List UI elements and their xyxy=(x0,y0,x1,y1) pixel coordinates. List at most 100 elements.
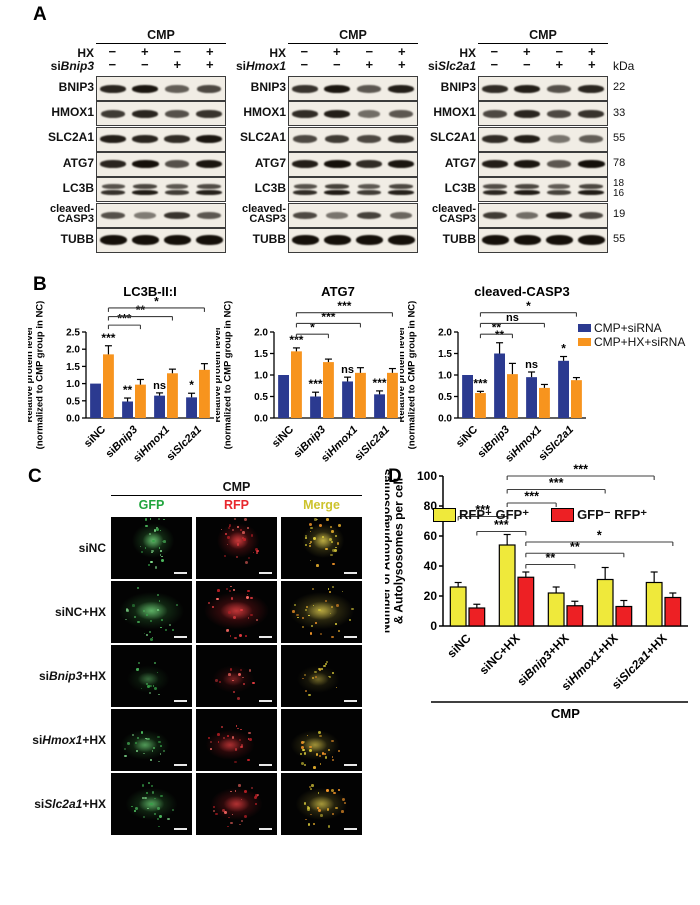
blot-lane xyxy=(289,102,321,125)
fluorescent-punctum xyxy=(243,518,247,522)
blot-lane xyxy=(321,153,353,176)
yellow-swatch-icon xyxy=(433,508,456,522)
fluorescent-punctum xyxy=(293,603,297,607)
microscopy-image xyxy=(196,773,277,835)
panel-c-group-header: CMP xyxy=(111,480,362,496)
blot-row-label: BNIP3 xyxy=(440,79,476,94)
blot-band xyxy=(388,135,414,144)
blot-lane xyxy=(385,77,417,100)
fluorescent-punctum xyxy=(309,540,313,544)
blot-band xyxy=(324,135,350,144)
svg-text:60: 60 xyxy=(424,529,438,543)
blot-lane xyxy=(289,229,321,252)
blot-band xyxy=(101,211,125,219)
blot-lane xyxy=(479,178,511,201)
blot-row-label: LC3B xyxy=(444,180,476,195)
microscopy-image xyxy=(196,645,277,707)
fluorescent-punctum xyxy=(127,742,131,746)
fluorescent-punctum xyxy=(156,817,160,821)
sign: + xyxy=(522,44,531,59)
fluorescent-punctum xyxy=(308,544,311,548)
kda-label: 18 16 xyxy=(613,178,625,199)
fluorescent-punctum xyxy=(235,748,238,751)
blot-band xyxy=(292,190,318,196)
blot-box xyxy=(288,151,418,177)
fluorescent-punctum xyxy=(331,739,334,742)
blot-lane xyxy=(575,204,607,227)
blot-band xyxy=(131,84,159,93)
fluorescent-punctum xyxy=(307,805,309,808)
fluorescent-punctum xyxy=(318,668,322,671)
sirna-signs-row: − − + + xyxy=(288,57,418,72)
fluorescent-punctum xyxy=(243,538,246,541)
fluorescent-punctum xyxy=(317,791,320,794)
blot-band xyxy=(481,160,509,169)
fluorescent-punctum xyxy=(240,608,243,612)
svg-text:siSlc2a1: siSlc2a1 xyxy=(536,424,576,464)
fluorescent-punctum xyxy=(208,737,210,739)
blot-band xyxy=(356,211,382,219)
fluorescent-punctum xyxy=(237,727,240,730)
scale-bar-icon xyxy=(259,828,272,830)
scale-bar-icon xyxy=(259,700,272,702)
blot-band xyxy=(387,84,415,93)
fluorescent-punctum xyxy=(302,748,305,752)
blot-lane xyxy=(97,77,129,100)
fluorescent-punctum xyxy=(332,563,335,566)
fluorescent-punctum xyxy=(336,604,339,607)
blot-band xyxy=(482,84,508,93)
fluorescent-punctum xyxy=(304,802,307,805)
fluorescent-punctum xyxy=(238,739,241,742)
blot-lane xyxy=(321,204,353,227)
blot-band xyxy=(323,109,351,118)
fluorescent-punctum xyxy=(333,792,336,795)
blot-band xyxy=(482,190,508,196)
fluorescent-punctum xyxy=(229,668,233,671)
fluorescent-punctum xyxy=(312,766,316,769)
blot-lane xyxy=(129,178,161,201)
blot-band xyxy=(323,84,351,93)
svg-text:1.5: 1.5 xyxy=(254,349,268,360)
blot-lane xyxy=(511,128,543,151)
fluorescent-punctum xyxy=(309,748,313,752)
fluorescent-punctum xyxy=(137,586,139,589)
blot-lane xyxy=(479,204,511,227)
blot-band xyxy=(513,235,541,246)
sign: − xyxy=(300,44,309,59)
fluorescent-punctum xyxy=(240,745,243,749)
fluorescent-punctum xyxy=(159,815,162,818)
blot-lane xyxy=(543,128,575,151)
fluorescent-punctum xyxy=(300,745,304,749)
blot-lane xyxy=(193,102,225,125)
hx-row-label: HX xyxy=(459,46,476,60)
sign: − xyxy=(490,57,499,72)
blot-lane xyxy=(385,128,417,151)
fluorescent-punctum xyxy=(152,685,155,688)
blot-band xyxy=(100,190,126,196)
svg-text:***: *** xyxy=(573,463,588,477)
blot-lane xyxy=(353,178,385,201)
svg-text:siSlc2a1: siSlc2a1 xyxy=(164,424,204,464)
fluorescent-punctum xyxy=(240,744,244,747)
fluorescent-punctum xyxy=(257,794,259,796)
sign: + xyxy=(397,57,406,72)
blot-row-label: ATG7 xyxy=(62,155,94,170)
fluorescent-punctum xyxy=(152,539,155,542)
fluorescent-punctum xyxy=(210,748,212,750)
fluorescent-punctum xyxy=(320,814,323,817)
sign: − xyxy=(365,44,374,59)
blot-row-label: LC3B xyxy=(62,180,94,195)
fluorescent-punctum xyxy=(230,585,232,588)
blot-row-label: SLC2A1 xyxy=(429,130,476,145)
blot-lane xyxy=(129,128,161,151)
microscopy-row-label: siNC xyxy=(78,541,106,555)
fluorescent-punctum xyxy=(231,813,234,816)
fluorescent-punctum xyxy=(134,741,137,744)
fluorescent-punctum xyxy=(237,697,241,700)
fluorescent-punctum xyxy=(230,790,232,793)
svg-text:siNC: siNC xyxy=(270,424,296,450)
fluorescent-punctum xyxy=(318,523,322,527)
fluorescent-punctum xyxy=(154,566,158,569)
fluorescent-punctum xyxy=(334,534,338,538)
